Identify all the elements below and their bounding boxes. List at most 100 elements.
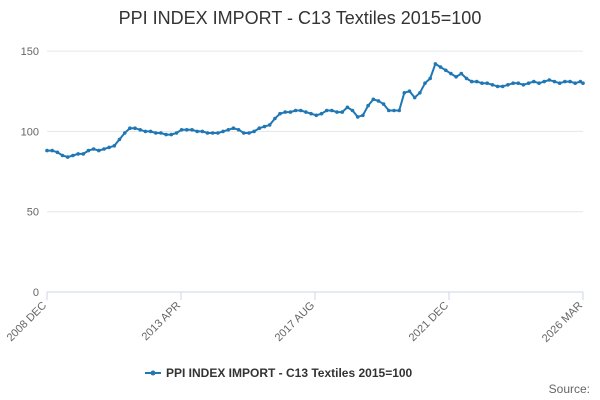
data-point[interactable] bbox=[309, 111, 313, 116]
data-point[interactable] bbox=[195, 129, 199, 134]
data-point[interactable] bbox=[438, 65, 443, 69]
data-point[interactable] bbox=[330, 108, 334, 113]
data-point[interactable] bbox=[581, 81, 585, 85]
data-point[interactable] bbox=[102, 147, 106, 151]
data-point[interactable] bbox=[154, 131, 158, 135]
data-point[interactable] bbox=[485, 81, 490, 85]
data-point[interactable] bbox=[568, 79, 572, 84]
data-point[interactable] bbox=[117, 137, 122, 142]
data-point[interactable] bbox=[221, 129, 225, 134]
data-point[interactable] bbox=[205, 131, 210, 135]
data-point[interactable] bbox=[200, 129, 205, 134]
data-point[interactable] bbox=[65, 155, 70, 159]
data-point[interactable] bbox=[537, 81, 541, 85]
data-point[interactable] bbox=[500, 84, 505, 89]
data-point[interactable] bbox=[387, 108, 391, 113]
data-point[interactable] bbox=[86, 148, 91, 153]
data-point[interactable] bbox=[449, 71, 453, 76]
data-point[interactable] bbox=[552, 79, 557, 84]
series-line[interactable] bbox=[47, 62, 584, 159]
data-point[interactable] bbox=[516, 81, 521, 85]
data-point[interactable] bbox=[412, 95, 417, 100]
data-point[interactable] bbox=[159, 131, 163, 135]
data-point[interactable] bbox=[381, 102, 386, 106]
data-point[interactable] bbox=[526, 81, 531, 85]
data-point[interactable] bbox=[242, 131, 246, 135]
data-point[interactable] bbox=[454, 75, 458, 79]
data-point[interactable] bbox=[495, 84, 500, 89]
data-point[interactable] bbox=[402, 91, 407, 95]
data-point[interactable] bbox=[179, 128, 184, 132]
data-point[interactable] bbox=[216, 131, 220, 135]
credits-text[interactable]: Source: bbox=[549, 382, 590, 396]
data-point[interactable] bbox=[469, 79, 474, 84]
data-point[interactable] bbox=[361, 113, 365, 118]
data-point[interactable] bbox=[340, 110, 345, 114]
data-point[interactable] bbox=[45, 148, 49, 153]
data-point[interactable] bbox=[563, 79, 567, 84]
data-point[interactable] bbox=[444, 68, 448, 73]
legend-label[interactable]: PPI INDEX IMPORT - C13 Textiles 2015=100 bbox=[166, 366, 413, 380]
data-point[interactable] bbox=[506, 83, 510, 87]
data-point[interactable] bbox=[345, 105, 350, 110]
data-point[interactable] bbox=[60, 153, 65, 158]
data-point[interactable] bbox=[133, 126, 137, 130]
data-point[interactable] bbox=[423, 81, 427, 85]
data-point[interactable] bbox=[148, 129, 153, 134]
data-point[interactable] bbox=[532, 79, 536, 84]
data-point[interactable] bbox=[319, 111, 324, 116]
data-point[interactable] bbox=[97, 148, 101, 153]
data-point[interactable] bbox=[226, 128, 231, 132]
data-point[interactable] bbox=[210, 131, 215, 135]
data-point[interactable] bbox=[304, 110, 308, 114]
data-point[interactable] bbox=[257, 126, 262, 130]
data-point[interactable] bbox=[190, 128, 194, 132]
legend-item[interactable]: PPI INDEX IMPORT - C13 Textiles 2015=100 bbox=[145, 366, 413, 380]
data-point[interactable] bbox=[557, 81, 562, 85]
data-point[interactable] bbox=[91, 147, 96, 151]
data-point[interactable] bbox=[464, 76, 469, 81]
data-point[interactable] bbox=[143, 129, 148, 134]
data-point[interactable] bbox=[428, 76, 433, 81]
series-group[interactable] bbox=[45, 62, 585, 159]
data-point[interactable] bbox=[128, 126, 132, 130]
data-point[interactable] bbox=[55, 150, 60, 155]
data-point[interactable] bbox=[407, 89, 412, 93]
data-point[interactable] bbox=[475, 79, 479, 84]
data-point[interactable] bbox=[324, 108, 329, 113]
data-point[interactable] bbox=[76, 152, 80, 156]
data-point[interactable] bbox=[392, 108, 396, 113]
data-point[interactable] bbox=[236, 128, 241, 132]
data-point[interactable] bbox=[273, 116, 277, 121]
data-point[interactable] bbox=[278, 111, 282, 116]
data-point[interactable] bbox=[252, 129, 256, 134]
data-point[interactable] bbox=[573, 81, 577, 85]
data-point[interactable] bbox=[262, 124, 267, 129]
data-point[interactable] bbox=[376, 99, 381, 103]
data-point[interactable] bbox=[293, 108, 298, 113]
data-point[interactable] bbox=[480, 81, 484, 85]
data-point[interactable] bbox=[169, 132, 174, 137]
data-point[interactable] bbox=[335, 110, 339, 114]
data-point[interactable] bbox=[299, 108, 303, 113]
data-point[interactable] bbox=[433, 62, 438, 66]
data-point[interactable] bbox=[50, 148, 54, 153]
data-point[interactable] bbox=[366, 103, 370, 108]
data-point[interactable] bbox=[81, 152, 86, 156]
data-point[interactable] bbox=[314, 113, 319, 118]
data-point[interactable] bbox=[107, 145, 111, 150]
data-point[interactable] bbox=[578, 79, 583, 84]
data-point[interactable] bbox=[283, 110, 288, 114]
data-point[interactable] bbox=[459, 71, 464, 76]
data-point[interactable] bbox=[71, 153, 75, 158]
data-point[interactable] bbox=[397, 108, 402, 113]
data-point[interactable] bbox=[371, 97, 376, 102]
data-point[interactable] bbox=[185, 128, 189, 132]
data-point[interactable] bbox=[138, 128, 142, 132]
data-point[interactable] bbox=[355, 115, 360, 119]
data-point[interactable] bbox=[231, 126, 236, 130]
data-point[interactable] bbox=[174, 131, 179, 135]
data-point[interactable] bbox=[112, 144, 117, 148]
data-point[interactable] bbox=[521, 83, 526, 87]
data-point[interactable] bbox=[164, 132, 168, 137]
